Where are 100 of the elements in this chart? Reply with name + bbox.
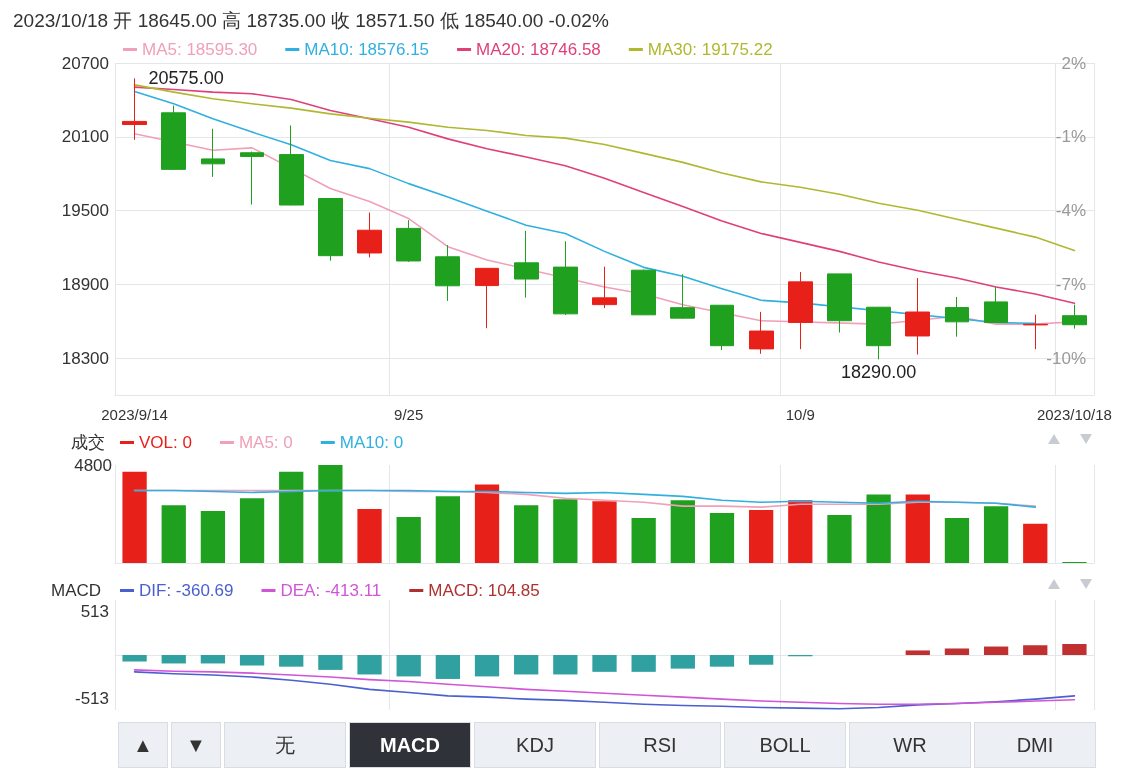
bar: [514, 655, 539, 675]
candlestick: [279, 124, 304, 206]
bar: [553, 655, 578, 675]
candlestick: [710, 304, 734, 351]
x-tick-label: 9/25: [394, 406, 424, 423]
bar: [1062, 644, 1087, 655]
candlestick: [1023, 314, 1048, 350]
y2-tick-label: 2%: [1061, 53, 1086, 73]
x-tick-label: 2023/10/18: [1036, 406, 1112, 423]
candlestick: [945, 296, 969, 338]
y-tick-label: 19500: [61, 201, 109, 221]
candlestick: [905, 277, 930, 356]
legend-label: DIF: -360.69: [139, 581, 234, 600]
bar: [827, 514, 852, 563]
bar: [670, 655, 695, 669]
text: ▼: [171, 722, 221, 768]
bar: [122, 471, 147, 563]
legend-label: MA30: 19175.22: [647, 40, 773, 59]
legend-label: MA5: 18595.30: [142, 40, 258, 59]
bar: [866, 494, 891, 563]
bar: [357, 509, 382, 563]
bar: [592, 501, 617, 563]
candlestick: [201, 128, 225, 178]
y-tick-label: -513: [74, 688, 109, 708]
bar: [905, 494, 930, 563]
y-tick-label: 513: [80, 602, 109, 622]
legend-label: MA5: 0: [238, 433, 293, 452]
bar: [122, 655, 147, 662]
bar: [944, 517, 970, 563]
legend-label: MACD: 104.85: [428, 581, 540, 600]
candlestick: [122, 77, 147, 141]
y2-tick-label: -1%: [1055, 127, 1086, 147]
candlestick: [788, 271, 813, 350]
candlestick: [866, 306, 891, 360]
bar: [318, 465, 343, 563]
bar: [709, 655, 735, 667]
chart-title: 成交: [71, 433, 105, 452]
candlestick: [631, 269, 656, 316]
candlestick: [240, 151, 264, 206]
x-tick-label: 2023/9/14: [101, 406, 168, 423]
candlestick: [1062, 304, 1087, 330]
bar: [905, 650, 930, 655]
bar: [553, 499, 578, 563]
bar: [474, 655, 500, 677]
candlestick: [435, 244, 460, 302]
legend-label: MA20: 18746.58: [476, 40, 601, 59]
candlestick: [357, 212, 382, 258]
bar: [1023, 645, 1048, 655]
candlestick: [318, 198, 343, 262]
y-tick-label: 20100: [61, 127, 109, 147]
annotation: 20575.00: [148, 68, 224, 89]
bar: [200, 511, 226, 563]
bar: [592, 655, 617, 672]
bar: [983, 646, 1009, 655]
bar: [749, 510, 774, 563]
y-tick-label: 20700: [61, 53, 109, 73]
text: KDJ: [474, 722, 596, 768]
y2-tick-label: -10%: [1046, 348, 1086, 368]
legend-label: DEA: -413.11: [280, 581, 382, 600]
bar: [161, 505, 186, 563]
candlestick: [475, 267, 499, 329]
bar: [396, 516, 421, 563]
text: MACD: [349, 722, 471, 768]
text: DMI: [974, 722, 1096, 768]
bar: [161, 655, 186, 664]
annotation: 18290.00: [841, 362, 917, 383]
legend-label: MA10: 18576.15: [304, 40, 430, 59]
bar: [631, 517, 656, 563]
bar: [788, 500, 813, 563]
bar: [749, 655, 774, 665]
bar: [279, 655, 304, 667]
y-tick-label: 18900: [61, 274, 109, 294]
bar: [279, 471, 304, 563]
bar: [709, 513, 735, 563]
bar: [514, 505, 539, 563]
text: BOLL: [724, 722, 846, 768]
text: ▲: [118, 722, 168, 768]
candlestick: [592, 266, 617, 309]
x-tick-label: 10/9: [785, 406, 815, 423]
text: 4800: [74, 455, 112, 475]
candlestick: [553, 240, 578, 316]
legend-label: VOL: 0: [139, 433, 192, 452]
bar: [983, 506, 1009, 563]
candlestick: [670, 273, 695, 320]
candlestick: [827, 273, 852, 334]
bar: [944, 648, 970, 655]
y-tick-label: 18300: [61, 348, 109, 368]
candlestick: [396, 219, 421, 263]
bar: [318, 655, 343, 670]
y2-tick-label: -4%: [1055, 201, 1086, 221]
bar: [631, 655, 656, 672]
bar: [1023, 523, 1048, 563]
text: WR: [849, 722, 971, 768]
bar: [396, 655, 421, 677]
text: RSI: [599, 722, 721, 768]
bar: [435, 655, 460, 679]
candlestick: [749, 311, 774, 355]
y2-tick-label: -7%: [1055, 274, 1086, 294]
bar: [239, 498, 265, 563]
text: 无: [224, 722, 346, 768]
